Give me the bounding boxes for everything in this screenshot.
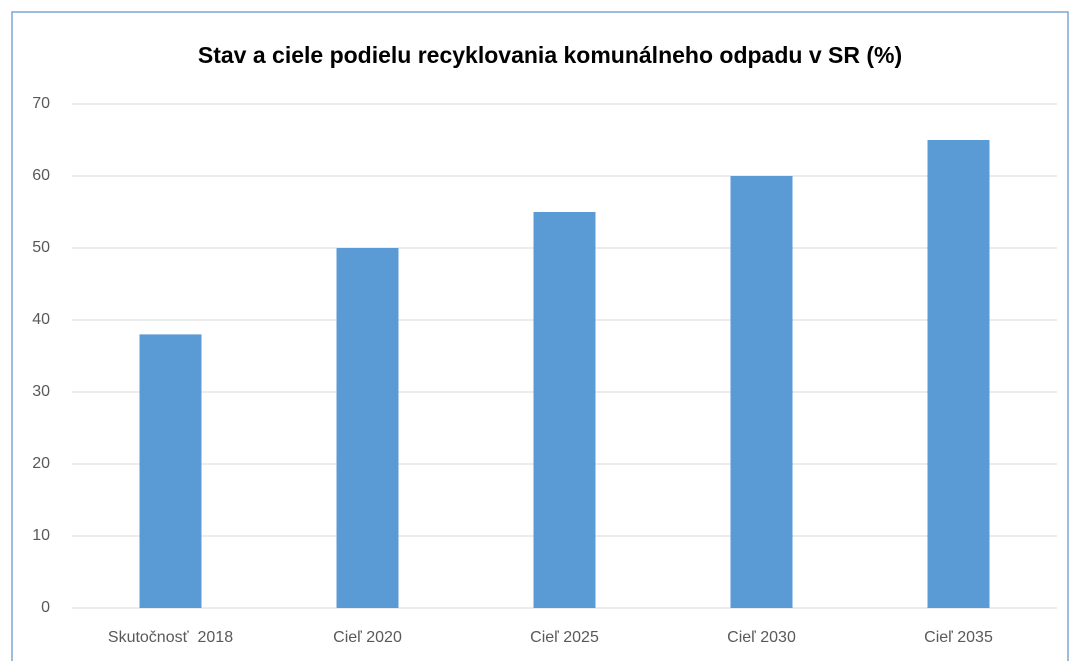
bar [139,334,202,608]
y-tick-label: 40 [32,311,50,328]
y-tick-label: 20 [32,455,50,472]
bar [336,248,399,608]
bar [730,176,793,608]
x-tick-label: Skutočnosť 2018 [108,629,233,646]
x-tick-label: Cieľ 2035 [924,629,993,646]
y-tick-label: 30 [32,383,50,400]
y-tick-label: 10 [32,527,50,544]
chart-title: Stav a ciele podielu recyklovania komuná… [198,42,902,68]
y-tick-label: 0 [41,599,50,616]
x-tick-label: Cieľ 2025 [530,629,599,646]
y-tick-label: 70 [32,95,50,112]
y-tick-label: 50 [32,239,50,256]
x-tick-label: Cieľ 2030 [727,629,796,646]
x-tick-label: Cieľ 2020 [333,629,402,646]
y-tick-label: 60 [32,167,50,184]
bar [927,140,990,608]
bar [533,212,596,608]
